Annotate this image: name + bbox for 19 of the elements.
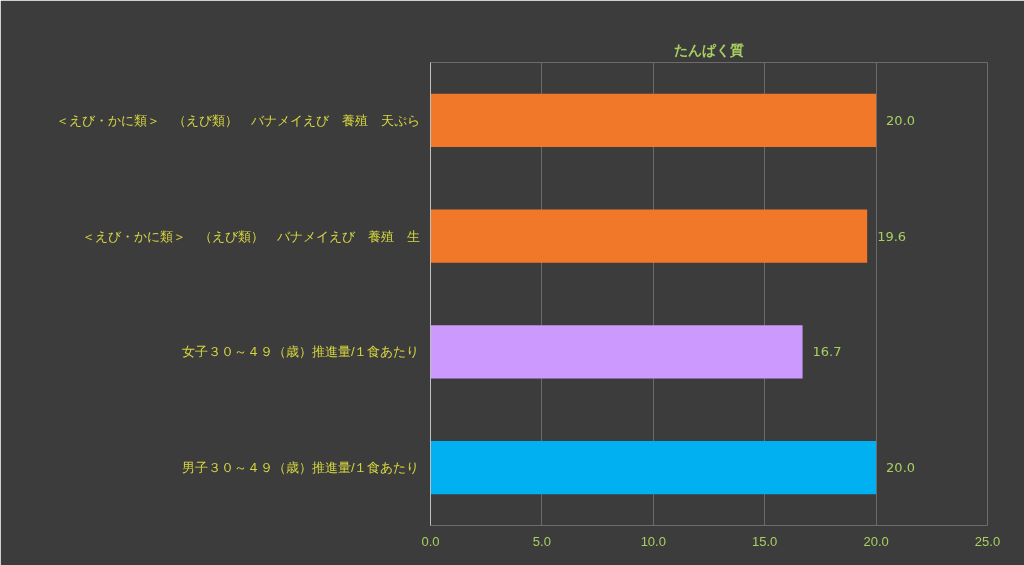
bar bbox=[430, 441, 877, 495]
x-tick-label: 25.0 bbox=[974, 533, 1001, 549]
x-tick-label: 10.0 bbox=[640, 533, 666, 549]
bar bbox=[430, 325, 803, 379]
y-tick-label: ＜えび・かに類＞ （えび類） バナメイえび 養殖 生 bbox=[81, 228, 420, 244]
bar bbox=[430, 93, 877, 147]
x-tick-label: 0.0 bbox=[421, 533, 440, 549]
y-tick-label: 女子３０～４９（歳）推進量/１食あたり bbox=[181, 344, 420, 360]
x-tick-label: 20.0 bbox=[863, 533, 889, 549]
y-tick-label: 男子３０～４９（歳）推進量/１食あたり bbox=[181, 460, 420, 476]
y-tick-label: ＜えび・かに類＞ （えび類） バナメイえび 養殖 天ぷら bbox=[55, 112, 420, 128]
chart-title: たんぱく質 bbox=[674, 41, 744, 58]
data-label: 20.0 bbox=[886, 460, 916, 476]
data-label: 16.7 bbox=[812, 344, 842, 360]
x-tick-label: 15.0 bbox=[752, 533, 778, 549]
data-label: 20.0 bbox=[886, 112, 916, 128]
x-tick-label: 5.0 bbox=[532, 533, 551, 549]
data-label: 19.6 bbox=[877, 228, 907, 244]
bar bbox=[430, 209, 868, 263]
